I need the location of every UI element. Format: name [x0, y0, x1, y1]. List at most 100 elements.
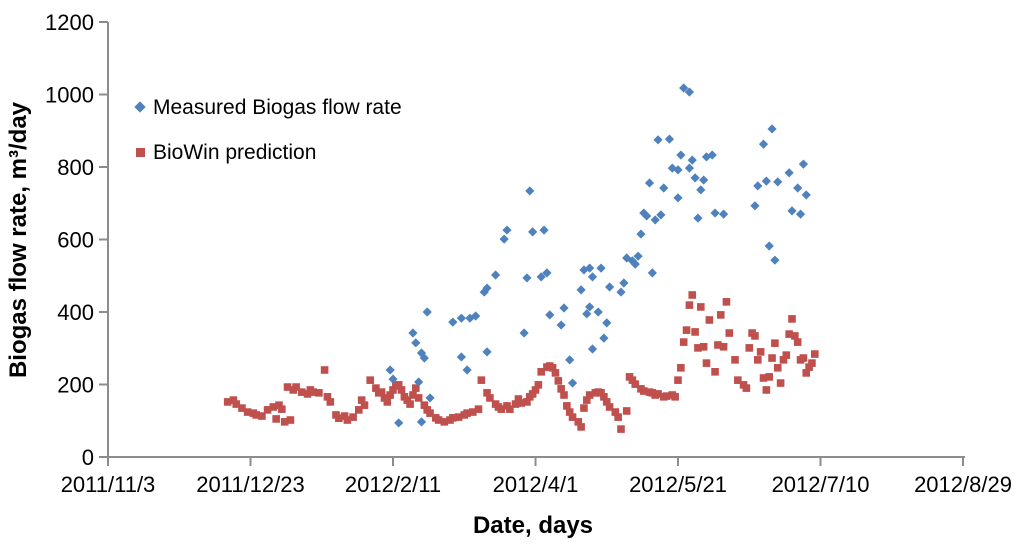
data-point-biowin-prediction: [617, 425, 625, 433]
data-point-biowin-prediction: [614, 413, 622, 421]
data-point-biowin-prediction: [283, 383, 292, 391]
data-point-measured-biogas-flow-rate: [659, 183, 669, 193]
data-point-biowin-prediction: [232, 400, 241, 408]
data-point-biowin-prediction: [597, 389, 605, 397]
data-point-measured-biogas-flow-rate: [542, 268, 552, 278]
data-point-measured-biogas-flow-rate: [587, 272, 598, 282]
data-point-measured-biogas-flow-rate: [793, 183, 803, 193]
x-tick-label: 2011/12/23: [196, 472, 304, 497]
data-point-biowin-prediction: [454, 413, 463, 421]
data-point-measured-biogas-flow-rate: [753, 181, 763, 191]
data-point-biowin-prediction: [682, 326, 691, 334]
data-point-measured-biogas-flow-rate: [801, 190, 811, 200]
data-point-biowin-prediction: [662, 392, 671, 400]
y-tick-label: 0: [82, 445, 94, 470]
data-point-biowin-prediction: [426, 409, 434, 417]
x-tick-label: 2012/7/10: [772, 472, 870, 497]
data-point-biowin-prediction: [671, 393, 679, 401]
data-point-measured-biogas-flow-rate: [559, 303, 569, 313]
data-point-biowin-prediction: [611, 408, 620, 416]
data-point-biowin-prediction: [326, 398, 335, 406]
data-point-measured-biogas-flow-rate: [636, 229, 646, 239]
data-point-measured-biogas-flow-rate: [616, 287, 626, 297]
data-point-biowin-prediction: [694, 344, 702, 352]
data-point-measured-biogas-flow-rate: [633, 251, 643, 261]
data-point-biowin-prediction: [802, 369, 811, 377]
data-point-biowin-prediction: [477, 376, 486, 384]
axes-group: 0 200 400 600 800 1000 1200 2011/11/3 2011/12/23…: [45, 10, 1012, 497]
data-point-biowin-prediction: [554, 377, 563, 385]
data-point-biowin-prediction: [298, 388, 306, 396]
data-point-biowin-prediction: [563, 402, 571, 410]
data-point-measured-biogas-flow-rate: [482, 347, 492, 357]
diamond-marker: [134, 101, 146, 113]
data-point-biowin-prediction: [577, 423, 585, 431]
data-point-biowin-prediction: [372, 384, 380, 392]
data-point-measured-biogas-flow-rate: [764, 241, 774, 251]
data-point-measured-biogas-flow-rate: [798, 159, 808, 169]
data-point-biowin-prediction: [771, 339, 779, 347]
data-point-biowin-prediction: [528, 390, 537, 398]
data-point-measured-biogas-flow-rate: [471, 311, 481, 321]
data-point-measured-biogas-flow-rate: [676, 150, 686, 160]
data-point-biowin-prediction: [768, 354, 776, 362]
data-point-measured-biogas-flow-rate: [784, 168, 794, 178]
data-point-biowin-prediction: [258, 412, 266, 420]
data-point-biowin-prediction: [403, 396, 412, 404]
data-point-biowin-prediction: [654, 390, 662, 398]
data-point-biowin-prediction: [773, 364, 782, 372]
data-point-biowin-prediction: [486, 394, 494, 402]
data-point-measured-biogas-flow-rate: [693, 213, 703, 223]
data-point-measured-biogas-flow-rate: [773, 177, 783, 187]
x-tick-label: 2012/5/21: [629, 472, 727, 497]
x-tick-label: 2012/2/11: [345, 472, 441, 497]
data-point-measured-biogas-flow-rate: [767, 124, 777, 134]
data-point-biowin-prediction: [292, 383, 300, 391]
data-point-measured-biogas-flow-rate: [425, 393, 435, 403]
data-point-biowin-prediction: [383, 398, 392, 406]
data-point-measured-biogas-flow-rate: [539, 225, 549, 235]
data-point-biowin-prediction: [434, 416, 443, 424]
x-tick-label: 2012/8/29: [914, 472, 1012, 497]
data-point-measured-biogas-flow-rate: [408, 328, 418, 338]
data-point-measured-biogas-flow-rate: [650, 215, 660, 225]
data-point-biowin-prediction: [799, 354, 808, 362]
data-point-biowin-prediction: [583, 396, 591, 404]
data-point-biowin-prediction: [565, 408, 574, 416]
data-point-measured-biogas-flow-rate: [545, 310, 555, 320]
data-point-measured-biogas-flow-rate: [699, 175, 709, 185]
data-point-measured-biogas-flow-rate: [482, 283, 492, 293]
data-point-biowin-prediction: [734, 376, 742, 384]
data-point-biowin-prediction: [779, 356, 788, 364]
data-point-biowin-prediction: [463, 409, 471, 417]
data-point-biowin-prediction: [580, 404, 588, 412]
data-point-measured-biogas-flow-rate: [411, 338, 421, 348]
data-point-measured-biogas-flow-rate: [750, 201, 760, 211]
data-point-biowin-prediction: [602, 398, 611, 406]
data-point-measured-biogas-flow-rate: [619, 278, 629, 288]
data-point-biowin-prediction: [679, 338, 688, 346]
data-point-measured-biogas-flow-rate: [567, 378, 578, 388]
data-point-biowin-prediction: [731, 356, 739, 364]
data-point-measured-biogas-flow-rate: [585, 302, 595, 312]
data-point-biowin-prediction: [380, 394, 389, 402]
data-point-measured-biogas-flow-rate: [664, 134, 675, 144]
data-point-biowin-prediction: [754, 356, 762, 364]
data-point-biowin-prediction: [275, 401, 283, 409]
data-point-biowin-prediction: [702, 359, 711, 367]
data-point-biowin-prediction: [243, 408, 252, 416]
data-point-measured-biogas-flow-rate: [536, 272, 546, 282]
data-point-measured-biogas-flow-rate: [639, 208, 649, 218]
data-point-biowin-prediction: [366, 376, 374, 384]
data-point-biowin-prediction: [782, 351, 791, 359]
data-point-measured-biogas-flow-rate: [465, 313, 475, 323]
data-point-biowin-prediction: [377, 388, 386, 396]
data-point-measured-biogas-flow-rate: [656, 210, 666, 220]
data-point-biowin-prediction: [394, 381, 403, 389]
data-point-biowin-prediction: [303, 390, 312, 398]
data-point-measured-biogas-flow-rate: [599, 333, 609, 343]
data-point-biowin-prediction: [534, 381, 543, 389]
data-point-biowin-prediction: [685, 301, 694, 309]
data-point-biowin-prediction: [229, 396, 238, 404]
data-point-biowin-prediction: [776, 379, 785, 387]
